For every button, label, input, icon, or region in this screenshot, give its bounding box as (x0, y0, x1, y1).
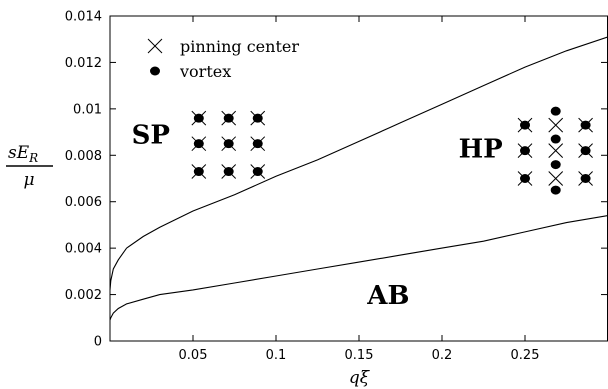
y-ticks: 0 0.002 0.004 0.006 0.008 0.01 0.012 0.014 (65, 10, 607, 350)
pinning-center-marker (250, 110, 266, 126)
x-tick-label: 0.15 (345, 348, 374, 363)
vortex-marker (550, 134, 561, 144)
pinning-center-marker (517, 143, 533, 158)
legend-label-pinning-center: pinning center (180, 37, 299, 56)
x-ticks: 0.05 0.1 0.15 0.2 0.25 (179, 16, 540, 363)
y-tick-label: 0.008 (65, 149, 102, 164)
y-axis-label-numerator: sER (8, 143, 38, 165)
pinning-center-marker (221, 164, 237, 179)
lattice-markers (191, 106, 593, 195)
pinning-center-marker (578, 117, 593, 133)
pinning-center-marker (578, 143, 593, 158)
region-label-sp: SP (132, 121, 170, 151)
y-axis-label: sER μ (6, 143, 53, 190)
y-tick-label: 0.012 (65, 56, 102, 71)
pinning-center-marker (191, 110, 207, 126)
pinning-center-marker (191, 164, 207, 179)
vortex-marker (550, 106, 561, 116)
phase-boundary-lower (109, 215, 608, 321)
pinning-center-marker (517, 171, 533, 186)
phase-boundary-upper (109, 36, 608, 290)
legend-cross-marker (147, 38, 163, 54)
pinning-center-marker (578, 171, 593, 186)
pinning-center-marker (250, 136, 266, 152)
vortex-marker (550, 185, 561, 195)
y-tick-label: 0.004 (65, 242, 102, 257)
y-tick-label: 0.014 (65, 10, 102, 25)
pinning-center-marker (517, 117, 533, 133)
x-tick-label: 0.25 (511, 348, 540, 363)
curves (109, 36, 608, 321)
vortex-marker (550, 160, 561, 170)
pinning-center-marker (221, 136, 237, 152)
y-label-subscript: R (28, 151, 38, 165)
y-tick-label: 0.006 (65, 195, 102, 210)
region-label-hp: HP (459, 135, 503, 165)
pinning-center-marker (191, 136, 207, 152)
pinning-center-marker (548, 171, 564, 186)
x-tick-label: 0.05 (179, 348, 208, 363)
y-tick-label: 0.01 (73, 102, 102, 117)
legend-cross-glyph (147, 38, 163, 54)
y-tick-label: 0.002 (65, 288, 102, 303)
pinning-center-marker (548, 117, 564, 133)
pinning-center-marker (250, 164, 266, 179)
y-axis-label-denominator: μ (23, 170, 34, 190)
pinning-center-marker (221, 110, 237, 126)
x-tick-label: 0.2 (432, 348, 453, 363)
legend-label-vortex: vortex (179, 62, 231, 81)
region-label-ab: AB (366, 281, 409, 311)
y-label-main: sE (8, 143, 30, 163)
x-tick-label: 0.1 (266, 348, 287, 363)
pinning-center-marker (548, 143, 564, 158)
legend-vortex-marker (150, 66, 160, 76)
legend: pinning center vortex (147, 37, 299, 81)
legend-dot-glyph (150, 66, 160, 76)
y-tick-label: 0 (94, 335, 102, 350)
x-axis-label: qξ (349, 368, 371, 388)
